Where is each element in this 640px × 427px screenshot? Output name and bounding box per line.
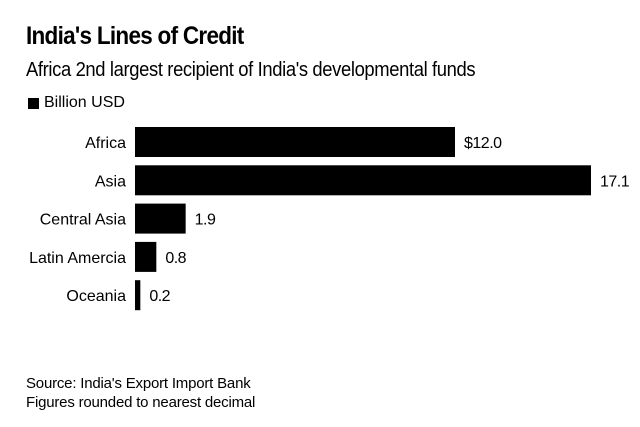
rounding-note: Figures rounded to nearest decimal: [26, 394, 256, 411]
bar-africa: [135, 127, 455, 157]
data-label: 17.1: [600, 173, 630, 190]
data-label: 0.2: [149, 288, 170, 305]
data-label: 1.9: [195, 212, 216, 229]
bar-latin-amercia: [135, 241, 157, 272]
category-label: Oceania: [66, 288, 126, 305]
category-label: Latin Amercia: [29, 250, 126, 267]
footer: Source: India's Export Import Bank Figur…: [26, 374, 255, 412]
bar-asia: [135, 165, 591, 196]
data-label: $12.0: [464, 135, 502, 152]
source-note: Source: India's Export Import Bank: [26, 375, 251, 392]
data-label: 0.8: [165, 250, 186, 267]
legend-label: Billion USD: [44, 94, 125, 111]
category-label: Central Asia: [40, 212, 126, 229]
legend: Billion USD: [28, 94, 125, 112]
bar-oceania: [135, 280, 141, 311]
bar-central-asia: [135, 203, 186, 234]
chart-subtitle: Africa 2nd largest recipient of India's …: [26, 59, 476, 81]
category-label: Asia: [95, 173, 126, 190]
legend-swatch: [28, 97, 39, 109]
category-label: Africa: [85, 135, 126, 152]
chart-title: India's Lines of Credit: [26, 22, 244, 50]
